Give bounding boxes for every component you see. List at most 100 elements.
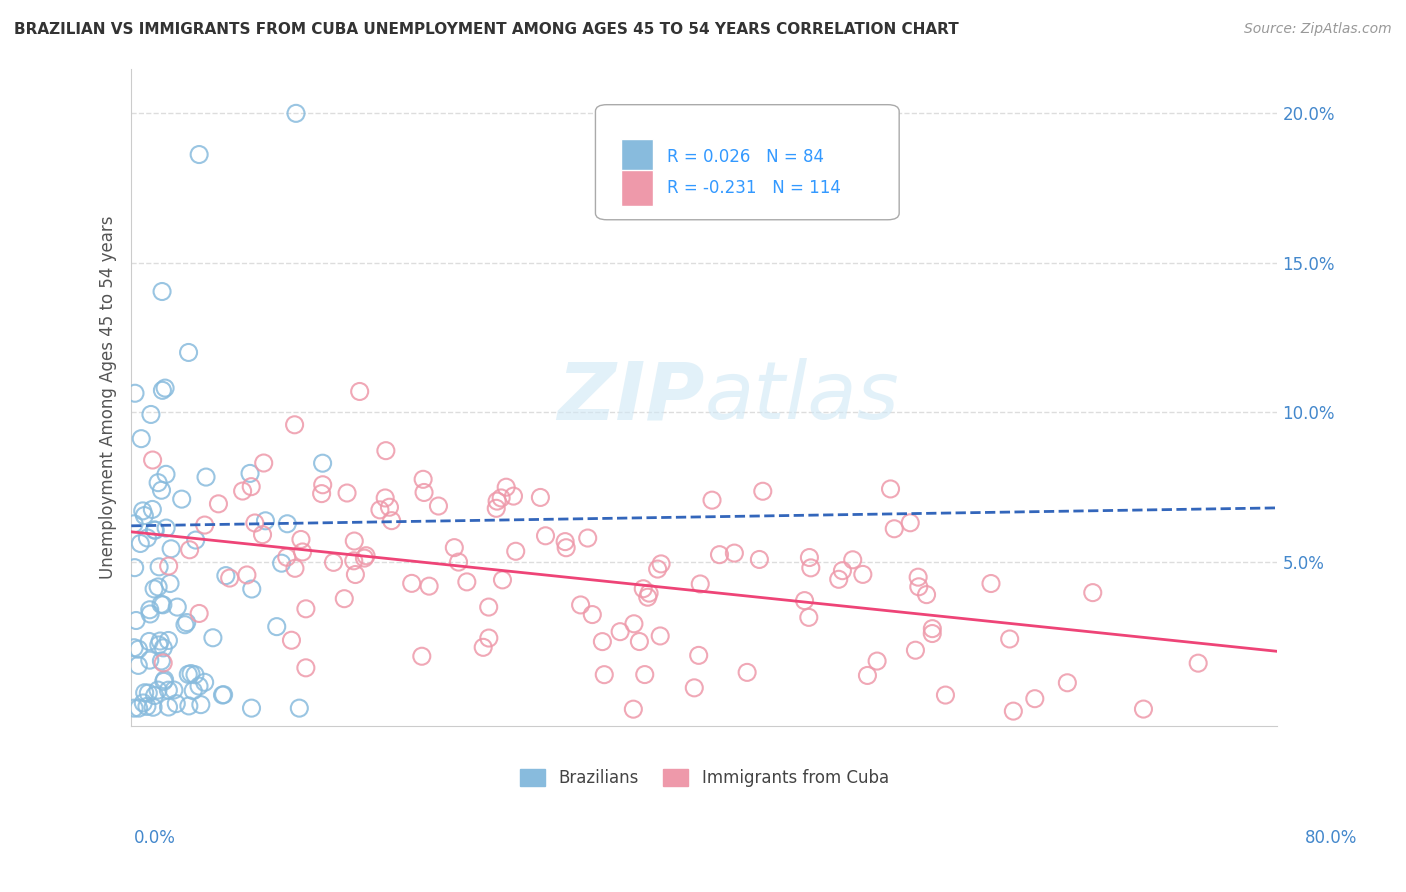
Immigrants from Cuba (569, 598, 592, 612)
Immigrants from Cuba (898, 516, 921, 530)
Brazilians (201, 631, 224, 645)
Brazilians (177, 698, 200, 713)
Brazilians (135, 699, 157, 714)
Brazilians (188, 147, 211, 161)
Immigrants from Cuba (336, 486, 359, 500)
Immigrants from Cuba (799, 550, 821, 565)
Brazilians (132, 504, 155, 518)
Immigrants from Cuba (478, 600, 501, 615)
Immigrants from Cuba (688, 648, 710, 663)
FancyBboxPatch shape (620, 169, 652, 206)
Brazilians (153, 381, 176, 395)
Immigrants from Cuba (907, 580, 929, 594)
Brazilians (188, 679, 211, 693)
Brazilians (150, 597, 173, 611)
Legend: Brazilians, Immigrants from Cuba: Brazilians, Immigrants from Cuba (513, 762, 896, 793)
Brazilians (180, 666, 202, 681)
Brazilians (139, 653, 162, 667)
Immigrants from Cuba (322, 555, 344, 569)
Immigrants from Cuba (998, 632, 1021, 646)
Immigrants from Cuba (142, 453, 165, 467)
Immigrants from Cuba (413, 485, 436, 500)
Immigrants from Cuba (276, 550, 298, 565)
Immigrants from Cuba (650, 629, 672, 643)
Text: R = -0.231   N = 114: R = -0.231 N = 114 (666, 178, 841, 197)
Immigrants from Cuba (637, 591, 659, 605)
Brazilians (157, 633, 180, 648)
Immigrants from Cuba (828, 572, 851, 586)
Text: R = 0.026   N = 84: R = 0.026 N = 84 (666, 148, 824, 166)
Immigrants from Cuba (491, 573, 513, 587)
Immigrants from Cuba (591, 634, 613, 648)
Brazilians (122, 640, 145, 655)
Immigrants from Cuba (1056, 675, 1078, 690)
FancyBboxPatch shape (620, 139, 652, 175)
Immigrants from Cuba (633, 582, 655, 596)
Immigrants from Cuba (344, 567, 367, 582)
Brazilians (138, 634, 160, 648)
Brazilians (165, 697, 187, 711)
Brazilians (285, 106, 308, 120)
Immigrants from Cuba (333, 591, 356, 606)
Brazilians (254, 514, 277, 528)
Immigrants from Cuba (456, 574, 478, 589)
Immigrants from Cuba (312, 477, 335, 491)
Immigrants from Cuba (529, 491, 551, 505)
Immigrants from Cuba (284, 561, 307, 575)
Immigrants from Cuba (915, 588, 938, 602)
Brazilians (270, 556, 292, 570)
Brazilians (143, 582, 166, 596)
Brazilians (239, 467, 262, 481)
Immigrants from Cuba (188, 607, 211, 621)
Brazilians (288, 701, 311, 715)
Immigrants from Cuba (194, 518, 217, 533)
FancyBboxPatch shape (595, 104, 900, 219)
Immigrants from Cuba (907, 570, 929, 584)
Y-axis label: Unemployment Among Ages 45 to 54 years: Unemployment Among Ages 45 to 54 years (100, 216, 117, 579)
Immigrants from Cuba (284, 417, 307, 432)
Immigrants from Cuba (866, 654, 889, 668)
Brazilians (153, 673, 176, 687)
Brazilians (142, 700, 165, 714)
Brazilians (148, 638, 170, 652)
Immigrants from Cuba (236, 568, 259, 582)
Brazilians (127, 642, 149, 657)
Brazilians (146, 580, 169, 594)
Immigrants from Cuba (418, 579, 440, 593)
Immigrants from Cuba (921, 622, 943, 636)
Brazilians (122, 516, 145, 531)
Brazilians (195, 470, 218, 484)
Immigrants from Cuba (921, 626, 943, 640)
Immigrants from Cuba (1081, 585, 1104, 599)
Immigrants from Cuba (1024, 691, 1046, 706)
Immigrants from Cuba (856, 668, 879, 682)
Brazilians (146, 683, 169, 698)
Immigrants from Cuba (831, 564, 853, 578)
Brazilians (150, 285, 173, 299)
Immigrants from Cuba (280, 633, 302, 648)
Text: BRAZILIAN VS IMMIGRANTS FROM CUBA UNEMPLOYMENT AMONG AGES 45 TO 54 YEARS CORRELA: BRAZILIAN VS IMMIGRANTS FROM CUBA UNEMPL… (14, 22, 959, 37)
Immigrants from Cuba (427, 499, 450, 513)
Brazilians (177, 667, 200, 681)
Immigrants from Cuba (621, 702, 644, 716)
Brazilians (127, 658, 149, 673)
Brazilians (139, 408, 162, 422)
Brazilians (170, 492, 193, 507)
Immigrants from Cuba (295, 602, 318, 616)
Brazilians (240, 701, 263, 715)
Immigrants from Cuba (752, 484, 775, 499)
Immigrants from Cuba (1132, 702, 1154, 716)
Brazilians (276, 516, 298, 531)
Brazilians (141, 502, 163, 516)
Brazilians (211, 688, 233, 702)
Immigrants from Cuba (443, 541, 465, 555)
Immigrants from Cuba (683, 681, 706, 695)
Immigrants from Cuba (934, 688, 956, 702)
Immigrants from Cuba (486, 494, 509, 508)
Immigrants from Cuba (374, 443, 396, 458)
Brazilians (134, 686, 156, 700)
Immigrants from Cuba (628, 634, 651, 648)
Text: 80.0%: 80.0% (1305, 829, 1357, 847)
Brazilians (155, 467, 177, 482)
Immigrants from Cuba (1002, 704, 1025, 718)
